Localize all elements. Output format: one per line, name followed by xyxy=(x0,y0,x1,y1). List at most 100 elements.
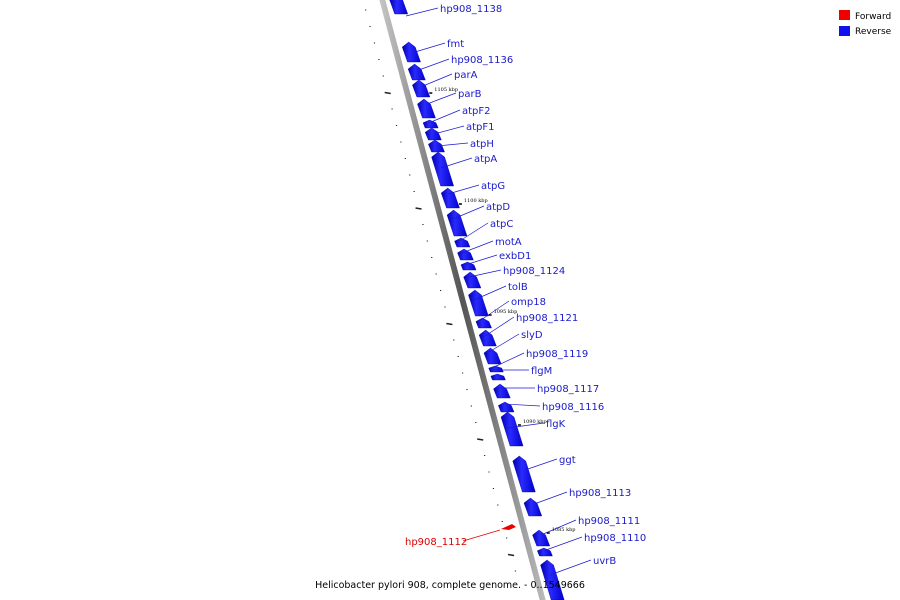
scale-label: 1095 kbp xyxy=(494,309,518,315)
gene-label-tolB[interactable]: tolB xyxy=(508,282,528,293)
gene-label-hp908_1136[interactable]: hp908_1136 xyxy=(451,55,513,66)
leader-line xyxy=(426,92,457,105)
gene-label-atpG[interactable]: atpG xyxy=(481,181,505,192)
leader-line xyxy=(524,458,558,471)
gene-block[interactable] xyxy=(463,271,482,289)
leader-line xyxy=(433,125,465,135)
leader-line xyxy=(491,352,525,369)
gene-block[interactable] xyxy=(431,151,454,187)
gene-label-atpF1[interactable]: atpF1 xyxy=(466,122,495,133)
leader-line xyxy=(461,240,494,254)
gene-label-fmt[interactable]: fmt xyxy=(447,39,464,50)
gene-block-forward[interactable] xyxy=(501,524,516,530)
gene-block[interactable] xyxy=(457,248,474,261)
gene-label-hp908_1117[interactable]: hp908_1117 xyxy=(537,384,599,395)
gene-blocks xyxy=(389,0,565,600)
gene-label-ggt[interactable]: ggt xyxy=(559,455,576,466)
leader-line xyxy=(484,316,515,337)
gene-label-hp908_1116[interactable]: hp908_1116 xyxy=(542,402,604,413)
gene-block[interactable] xyxy=(401,41,421,63)
major-tick xyxy=(507,553,515,557)
leader-line xyxy=(457,222,489,243)
gene-label-flgM[interactable]: flgM xyxy=(531,366,552,377)
gene-label-hp908_1111[interactable]: hp908_1111 xyxy=(578,516,640,527)
gene-block[interactable] xyxy=(490,373,506,381)
legend: Forward Reverse xyxy=(839,10,892,37)
gene-label-slyD[interactable]: slyD xyxy=(521,330,543,341)
gene-block[interactable] xyxy=(483,347,502,365)
leader-line xyxy=(536,491,568,504)
leader-line xyxy=(405,7,439,17)
leader-line xyxy=(462,529,501,542)
gene-block[interactable] xyxy=(523,497,543,517)
gene-label-motA[interactable]: motA xyxy=(495,237,522,248)
gene-block[interactable] xyxy=(540,559,565,600)
label-leaders xyxy=(405,7,592,576)
scale-label: 1085 kbp xyxy=(552,527,576,533)
scale-ticks xyxy=(365,9,517,572)
leader-line xyxy=(447,184,480,195)
leader-line xyxy=(452,205,485,220)
gene-label-hp908_1112[interactable]: hp908_1112 xyxy=(405,537,467,548)
gene-block[interactable] xyxy=(424,127,442,141)
map-caption: Helicobacter pylori 908, complete genome… xyxy=(315,580,585,591)
gene-block[interactable] xyxy=(407,63,426,81)
genome-backbone xyxy=(379,0,546,600)
leader-line xyxy=(488,333,520,353)
gene-block[interactable] xyxy=(412,79,431,98)
gene-block[interactable] xyxy=(389,0,409,15)
legend-label-reverse: Reverse xyxy=(855,27,892,37)
gene-label-hp908_1113[interactable]: hp908_1113 xyxy=(569,488,631,499)
gene-label-atpA[interactable]: atpA xyxy=(474,154,497,165)
gene-label-omp18[interactable]: omp18 xyxy=(511,297,546,308)
gene-block[interactable] xyxy=(493,383,511,399)
gene-label-hp908_1110[interactable]: hp908_1110 xyxy=(584,533,646,544)
leader-line xyxy=(422,73,453,87)
gene-label-atpH[interactable]: atpH xyxy=(470,139,494,150)
gene-label-flgK[interactable]: flgK xyxy=(546,419,566,430)
legend-label-forward: Forward xyxy=(855,12,891,22)
scale-label: 1100 kbp xyxy=(464,198,488,204)
gene-label-atpC[interactable]: atpC xyxy=(490,219,513,230)
gene-label-uvrB[interactable]: uvrB xyxy=(593,556,616,567)
major-tick xyxy=(446,322,453,326)
leader-line xyxy=(440,157,473,169)
gene-label-hp908_1124[interactable]: hp908_1124 xyxy=(503,266,565,277)
gene-block[interactable] xyxy=(417,98,436,119)
gene-block[interactable] xyxy=(454,237,471,248)
gene-block[interactable] xyxy=(488,365,504,373)
legend-swatch-forward xyxy=(839,10,850,20)
major-tick xyxy=(384,91,391,95)
gene-block[interactable] xyxy=(537,547,553,557)
gene-label-parB[interactable]: parB xyxy=(458,89,482,100)
gene-label-parA[interactable]: parA xyxy=(454,70,478,81)
gene-block[interactable] xyxy=(532,529,551,547)
gene-block[interactable] xyxy=(478,329,497,347)
gene-label-exbD1[interactable]: exbD1 xyxy=(499,251,531,262)
leader-line xyxy=(418,58,450,71)
leader-line xyxy=(477,300,510,323)
gene-label-hp908_1138[interactable]: hp908_1138 xyxy=(440,4,502,15)
leader-line xyxy=(468,269,502,278)
gene-block[interactable] xyxy=(475,317,492,329)
gene-block[interactable] xyxy=(512,455,536,493)
gene-label-hp908_1121[interactable]: hp908_1121 xyxy=(516,313,578,324)
gene-block[interactable] xyxy=(422,119,439,129)
gene-block[interactable] xyxy=(498,401,515,413)
gene-label-atpD[interactable]: atpD xyxy=(486,202,510,213)
gene-label-hp908_1119[interactable]: hp908_1119 xyxy=(526,349,588,360)
gene-block[interactable] xyxy=(468,289,489,317)
leader-line xyxy=(430,109,461,123)
leader-line xyxy=(507,422,545,429)
gene-label-atpF2[interactable]: atpF2 xyxy=(462,106,491,117)
major-tick xyxy=(477,438,484,441)
gene-block[interactable] xyxy=(500,411,524,447)
leader-line xyxy=(504,403,541,407)
gene-block[interactable] xyxy=(446,209,468,237)
major-tick xyxy=(415,207,422,210)
scale-label: 1090 kbp xyxy=(523,419,547,425)
gene-block[interactable] xyxy=(440,187,460,209)
gene-block[interactable] xyxy=(428,139,445,153)
gene-block[interactable] xyxy=(460,261,477,271)
